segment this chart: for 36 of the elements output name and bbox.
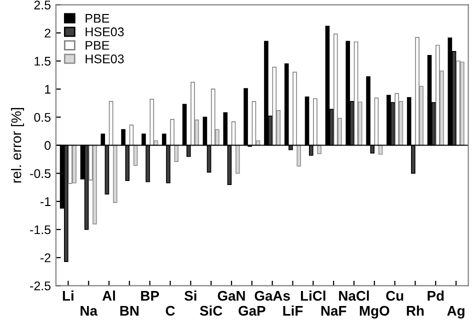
x-tick-label: LiF [283,306,303,316]
y-tick-label: 0 [44,141,51,150]
x-tick-label: LiCl [300,290,326,301]
x-tick-label: GaP [238,306,266,316]
y-tick-label: 1 [45,85,50,94]
x-tick-label: Ag [447,306,464,319]
legend-label: HSE03 [86,27,124,36]
legend-label: HSE03 [86,54,124,64]
y-tick-label: 1.5 [34,56,51,66]
y-tick-label: -1 [40,197,50,206]
legend-label: PBE [86,41,110,50]
x-tick-label: NaCl [339,290,369,301]
y-tick-label: 2.5 [34,0,51,10]
x-tick-label: Al [102,290,115,301]
x-tick-label: Li [62,290,74,301]
y-tick-label: 2 [44,28,50,38]
y-tick-label: -2.5 [30,281,51,290]
x-tick-label: Rh [406,306,424,316]
legend-label: PBE [86,14,110,23]
x-tick-label: GaN [218,290,245,301]
x-tick-label: NaF [321,306,346,316]
x-tick-label: C [166,306,175,316]
y-tick-label: -0.5 [30,169,51,178]
x-tick-label: BN [120,306,139,316]
y-tick-label: -2 [40,253,50,262]
x-tick-label: Si [184,290,196,301]
x-tick-label: Pd [428,290,444,301]
x-tick-label: MgO [360,306,390,319]
y-tick-label: 0.5 [34,112,51,122]
y-axis-title: rel. error [%] [11,108,24,183]
x-tick-label: Na [80,306,98,316]
x-tick-label: GaAs [254,290,290,301]
y-tick-label: -1.5 [30,225,51,234]
x-tick-label: SiC [200,306,222,316]
x-tick-label: Cu [386,290,404,301]
x-tick-label: BP [141,291,160,301]
